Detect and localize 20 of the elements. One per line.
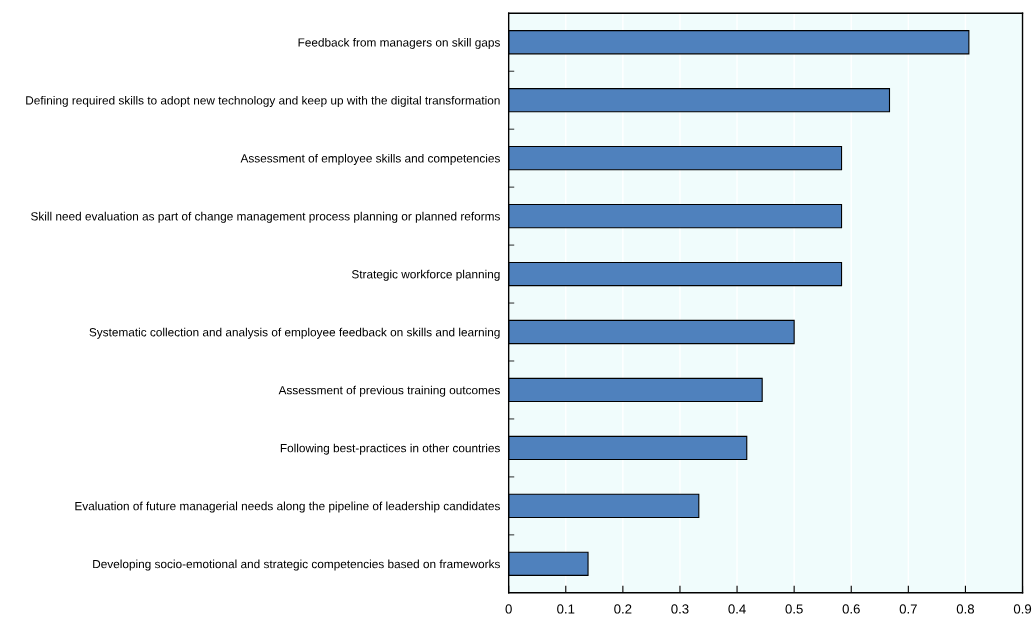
y-tick-label: Following best-practices in other countries (280, 443, 500, 455)
y-tick-label: Feedback from managers on skill gaps (298, 37, 500, 49)
x-tick-label: 0.1 (557, 604, 575, 614)
x-tick-label: 0.5 (785, 604, 803, 614)
y-tick-label: Defining required skills to adopt new technology and keep up with the digital transformation (26, 95, 500, 107)
y-tick-label: Systematic collection and analysis of employee feedback on skills and learning (89, 327, 500, 339)
x-tick-label: 0.7 (899, 604, 917, 614)
x-tick-label: 0 (505, 604, 512, 614)
y-tick-label: Developing socio-emotional and strategic competencies based on frameworks (93, 559, 500, 571)
x-tick-label: 0.6 (842, 604, 860, 614)
y-tick-label: Assessment of employee skills and competencies (240, 153, 500, 165)
y-tick-label: Skill need evaluation as part of change management process planning or planned reforms (31, 211, 500, 223)
x-tick-label: 0.2 (614, 604, 632, 614)
x-tick-label: 0.3 (671, 604, 689, 614)
y-tick-label: Strategic workforce planning (351, 269, 500, 281)
x-tick-label: 0.9 (1013, 604, 1032, 614)
y-tick-label: Assessment of previous training outcomes (278, 385, 500, 397)
x-tick-label: 0.4 (728, 604, 746, 614)
y-tick-label: Evaluation of future managerial needs along the pipeline of leadership candidates (75, 501, 500, 513)
x-tick-label: 0.8 (956, 604, 975, 614)
